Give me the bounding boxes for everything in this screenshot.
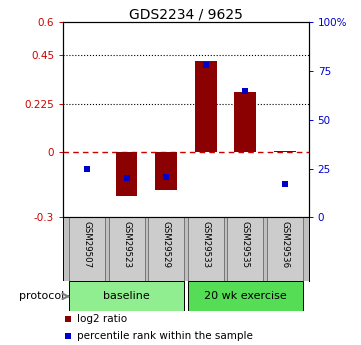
Bar: [267, 217, 303, 281]
Text: baseline: baseline: [103, 291, 150, 301]
Text: GSM29523: GSM29523: [122, 221, 131, 268]
Bar: [188, 281, 303, 312]
Bar: [109, 217, 144, 281]
Bar: [188, 217, 224, 281]
Bar: [227, 217, 263, 281]
Title: GDS2234 / 9625: GDS2234 / 9625: [129, 7, 243, 21]
Bar: [234, 92, 256, 152]
Bar: [274, 151, 296, 152]
Text: GSM29535: GSM29535: [241, 221, 250, 268]
Bar: [69, 217, 105, 281]
Text: percentile rank within the sample: percentile rank within the sample: [77, 331, 253, 341]
Text: GSM29529: GSM29529: [162, 221, 171, 268]
Bar: [148, 217, 184, 281]
Text: GSM29533: GSM29533: [201, 221, 210, 268]
Text: GSM29536: GSM29536: [280, 221, 290, 268]
Text: GSM29507: GSM29507: [82, 221, 91, 268]
Bar: [116, 152, 138, 196]
Text: log2 ratio: log2 ratio: [77, 314, 127, 324]
Bar: [69, 281, 184, 312]
Bar: [195, 61, 217, 152]
Bar: [155, 152, 177, 190]
Text: protocol: protocol: [19, 291, 64, 301]
Text: 20 wk exercise: 20 wk exercise: [204, 291, 287, 301]
